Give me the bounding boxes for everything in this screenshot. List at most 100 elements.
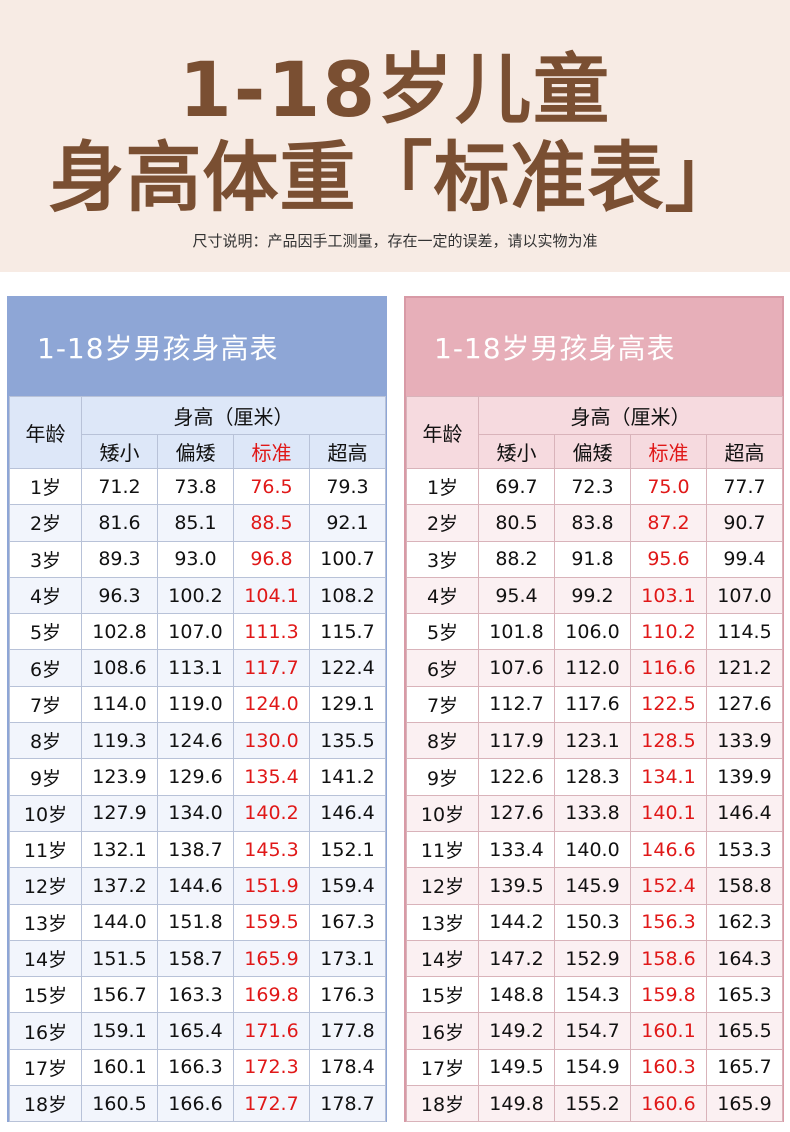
- table-heading: 1-18岁男孩身高表: [9, 298, 385, 396]
- height-value-cell: 134.0: [157, 794, 234, 832]
- height-value-cell: 144.0: [81, 903, 158, 941]
- height-value-cell: 165.9: [233, 939, 310, 978]
- age-cell: 12岁: [406, 867, 479, 905]
- height-value-cell: 124.0: [233, 685, 310, 724]
- column-header-tall: 超高: [309, 434, 386, 469]
- table-row: 12岁 139.5 145.9 152.4 158.8: [406, 867, 783, 905]
- title-line-2: 身高体重「标准表」: [48, 133, 742, 222]
- height-value-cell: 148.8: [478, 976, 555, 1014]
- height-value-cell: 176.3: [309, 976, 386, 1014]
- table-row: 2岁 81.6 85.1 88.5 92.1: [9, 504, 386, 542]
- height-value-cell: 140.2: [233, 794, 310, 832]
- height-value-cell: 165.7: [706, 1048, 783, 1087]
- height-value-cell: 122.4: [309, 649, 386, 687]
- height-value-cell: 112.0: [554, 649, 631, 687]
- height-value-cell: 122.6: [478, 758, 555, 796]
- height-table: 年龄 身高（厘米） 矮小 偏矮 标准 超高 1岁 69.7 72.3 75.0 77.7…: [406, 396, 783, 1123]
- age-cell: 18岁: [406, 1085, 479, 1123]
- height-value-cell: 160.1: [630, 1012, 707, 1050]
- table-row: 2岁 80.5 83.8 87.2 90.7: [406, 504, 783, 542]
- height-value-cell: 110.2: [630, 613, 707, 651]
- height-group-header: 身高（厘米）: [478, 396, 783, 435]
- height-value-cell: 107.0: [157, 613, 234, 651]
- age-cell: 4岁: [406, 576, 479, 615]
- age-cell: 9岁: [9, 758, 82, 796]
- age-cell: 2岁: [9, 504, 82, 542]
- age-cell: 13岁: [9, 903, 82, 941]
- height-value-cell: 129.1: [309, 685, 386, 724]
- height-value-cell: 151.9: [233, 867, 310, 905]
- table-row: 14岁 147.2 152.9 158.6 164.3: [406, 939, 783, 978]
- table-row: 8岁 119.3 124.6 130.0 135.5: [9, 722, 386, 760]
- age-cell: 10岁: [406, 794, 479, 832]
- height-value-cell: 167.3: [309, 903, 386, 941]
- table-row: 10岁 127.9 134.0 140.2 146.4: [9, 794, 386, 832]
- height-value-cell: 149.5: [478, 1048, 555, 1087]
- height-value-cell: 147.2: [478, 939, 555, 978]
- height-value-cell: 123.1: [554, 722, 631, 760]
- height-value-cell: 165.5: [706, 1012, 783, 1050]
- height-value-cell: 90.7: [706, 504, 783, 542]
- age-cell: 10岁: [9, 794, 82, 832]
- height-value-cell: 154.3: [554, 976, 631, 1014]
- height-group-header: 身高（厘米）: [81, 396, 386, 435]
- age-cell: 3岁: [406, 540, 479, 578]
- height-value-cell: 178.7: [309, 1085, 386, 1123]
- height-value-cell: 177.8: [309, 1012, 386, 1050]
- height-value-cell: 71.2: [81, 467, 158, 506]
- age-cell: 15岁: [9, 976, 82, 1014]
- height-value-cell: 165.4: [157, 1012, 234, 1050]
- height-value-cell: 101.8: [478, 613, 555, 651]
- height-value-cell: 127.6: [706, 685, 783, 724]
- height-value-cell: 132.1: [81, 830, 158, 869]
- height-value-cell: 87.2: [630, 504, 707, 542]
- age-column-header: 年龄: [406, 396, 479, 469]
- column-header-below-avg: 偏矮: [554, 434, 631, 469]
- table-heading: 1-18岁男孩身高表: [406, 298, 782, 396]
- height-value-cell: 116.6: [630, 649, 707, 687]
- height-value-cell: 158.7: [157, 939, 234, 978]
- table-panel-right: 1-18岁男孩身高表 年龄 身高（厘米） 矮小 偏矮 标准 超高 1岁 69.7 7…: [404, 296, 784, 1123]
- height-value-cell: 160.5: [81, 1085, 158, 1123]
- age-cell: 15岁: [406, 976, 479, 1014]
- height-value-cell: 108.6: [81, 649, 158, 687]
- table-row: 9岁 123.9 129.6 135.4 141.2: [9, 758, 386, 796]
- age-cell: 5岁: [406, 613, 479, 651]
- height-value-cell: 119.0: [157, 685, 234, 724]
- age-cell: 7岁: [9, 685, 82, 724]
- table-row: 7岁 112.7 117.6 122.5 127.6: [406, 685, 783, 724]
- height-value-cell: 89.3: [81, 540, 158, 578]
- height-value-cell: 93.0: [157, 540, 234, 578]
- height-value-cell: 140.1: [630, 794, 707, 832]
- height-value-cell: 92.1: [309, 504, 386, 542]
- height-value-cell: 144.2: [478, 903, 555, 941]
- age-cell: 6岁: [406, 649, 479, 687]
- height-value-cell: 154.7: [554, 1012, 631, 1050]
- height-value-cell: 114.5: [706, 613, 783, 651]
- age-cell: 5岁: [9, 613, 82, 651]
- height-value-cell: 81.6: [81, 504, 158, 542]
- height-value-cell: 159.5: [233, 903, 310, 941]
- table-row: 9岁 122.6 128.3 134.1 139.9: [406, 758, 783, 796]
- height-value-cell: 129.6: [157, 758, 234, 796]
- age-cell: 9岁: [406, 758, 479, 796]
- height-value-cell: 99.4: [706, 540, 783, 578]
- height-value-cell: 150.3: [554, 903, 631, 941]
- height-value-cell: 77.7: [706, 467, 783, 506]
- height-value-cell: 156.7: [81, 976, 158, 1014]
- height-value-cell: 117.7: [233, 649, 310, 687]
- page-header: 1-18岁儿童 身高体重「标准表」 尺寸说明：产品因手工测量，存在一定的误差，请…: [0, 0, 790, 272]
- height-value-cell: 152.9: [554, 939, 631, 978]
- height-value-cell: 75.0: [630, 467, 707, 506]
- height-value-cell: 178.4: [309, 1048, 386, 1087]
- height-value-cell: 104.1: [233, 576, 310, 615]
- age-cell: 7岁: [406, 685, 479, 724]
- height-value-cell: 128.3: [554, 758, 631, 796]
- height-value-cell: 159.4: [309, 867, 386, 905]
- age-cell: 1岁: [9, 467, 82, 506]
- height-value-cell: 173.1: [309, 939, 386, 978]
- height-value-cell: 164.3: [706, 939, 783, 978]
- age-cell: 6岁: [9, 649, 82, 687]
- age-cell: 3岁: [9, 540, 82, 578]
- height-value-cell: 127.9: [81, 794, 158, 832]
